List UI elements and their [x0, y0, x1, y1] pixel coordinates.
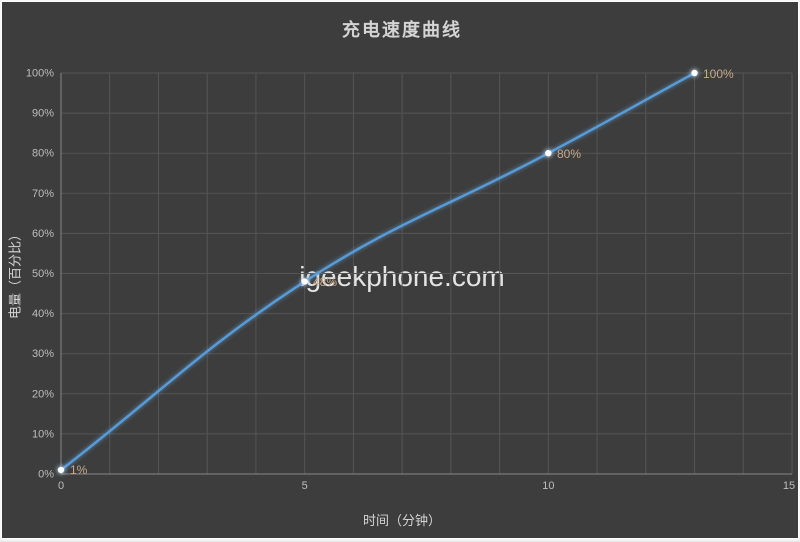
svg-text:15: 15 — [783, 480, 795, 492]
svg-text:80%: 80% — [557, 147, 581, 161]
svg-text:10%: 10% — [32, 428, 54, 440]
svg-text:50%: 50% — [32, 268, 54, 280]
svg-text:0%: 0% — [38, 469, 54, 481]
svg-text:20%: 20% — [32, 388, 54, 400]
svg-text:100%: 100% — [703, 67, 734, 81]
svg-text:90%: 90% — [32, 108, 54, 120]
svg-text:48%: 48% — [313, 275, 337, 289]
svg-text:5: 5 — [302, 480, 308, 492]
svg-text:10: 10 — [542, 480, 554, 492]
svg-text:70%: 70% — [32, 188, 54, 200]
svg-text:80%: 80% — [32, 148, 54, 160]
svg-text:1%: 1% — [70, 463, 88, 477]
svg-text:30%: 30% — [32, 348, 54, 360]
svg-text:0: 0 — [58, 480, 64, 492]
svg-text:100%: 100% — [26, 68, 54, 80]
svg-text:60%: 60% — [32, 228, 54, 240]
svg-text:40%: 40% — [32, 308, 54, 320]
